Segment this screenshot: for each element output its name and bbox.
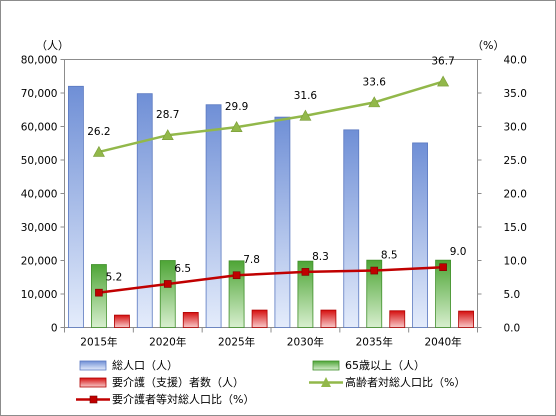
care-ratio-line xyxy=(98,265,444,294)
right-axis-unit: （%） xyxy=(472,39,504,52)
legend-swatch xyxy=(312,360,340,371)
right-tick-label: 25.0 xyxy=(504,155,527,167)
total-population-bar xyxy=(68,85,84,328)
right-axis-ticks: 0.0 5.0 10.0 15.0 20.0 25.0 30.0 35.0 40.0 xyxy=(477,55,527,335)
elderly-ratio-marker xyxy=(437,75,450,87)
right-tick-label: 5.0 xyxy=(504,289,521,301)
legend-triangle-marker xyxy=(321,377,331,387)
legend: 総人口（人） 65歳以上（人） 要介護（支援）者数（人） 高齢者対総人口比（%） 要介護… xyxy=(76,358,465,406)
legend-item-care-recipients: 要介護（支援）者数（人） xyxy=(79,375,244,389)
left-axis-ticks: 0 10,000 20,000 30,000 40,000 50,000 60,000 70,… xyxy=(21,55,65,335)
left-tick-label: 10,000 xyxy=(21,289,58,301)
care-ratio-marker xyxy=(370,266,379,275)
left-tick-label: 40,000 xyxy=(21,189,58,201)
bars-layer xyxy=(68,85,474,328)
elderly-population-bar xyxy=(366,259,383,328)
left-tick-label: 0 xyxy=(51,323,58,335)
legend-item-care-ratio: 要介護者等対総人口比（%） xyxy=(76,392,254,406)
legend-label: 総人口（人） xyxy=(112,358,178,372)
care-ratio-data-label: 6.5 xyxy=(174,263,191,275)
category-label: 2015年 xyxy=(80,336,117,349)
right-tick-label: 15.0 xyxy=(504,222,527,234)
care-recipients-bar xyxy=(182,312,199,328)
elderly-ratio-marker xyxy=(368,96,381,108)
care-ratio-marker xyxy=(163,280,172,288)
care-ratio-marker xyxy=(95,288,103,297)
left-axis-unit: （人） xyxy=(36,39,69,52)
category-label: 2025年 xyxy=(218,336,255,349)
category-labels: 2015年 2020年 2025年 2030年 2035年 2040年 xyxy=(64,327,478,349)
elderly-ratio-data-label: 28.7 xyxy=(156,109,179,121)
legend-swatch xyxy=(79,377,107,388)
elderly-ratio-marker xyxy=(299,109,312,121)
right-tick-label: 35.0 xyxy=(504,88,527,100)
elderly-ratio-data-label: 33.6 xyxy=(363,76,387,88)
elderly-population-bar xyxy=(297,260,314,328)
right-tick-label: 30.0 xyxy=(504,122,527,134)
elderly-ratio-data-label: 36.7 xyxy=(431,56,454,68)
category-label: 2030年 xyxy=(287,336,324,349)
care-ratio-data-label: 8.5 xyxy=(381,250,398,262)
right-tick-label: 0.0 xyxy=(504,323,521,335)
legend-item-total-population: 総人口（人） xyxy=(79,358,178,372)
plot-area xyxy=(64,59,478,328)
care-recipients-bar xyxy=(114,314,130,328)
total-population-bar xyxy=(343,129,360,328)
care-recipients-bar xyxy=(458,310,474,328)
elderly-population-bar xyxy=(435,259,451,328)
left-tick-label: 70,000 xyxy=(21,88,58,100)
elderly-ratio-data-label: 29.9 xyxy=(225,101,248,113)
care-ratio-data-label: 5.2 xyxy=(106,272,123,284)
care-ratio-data-label: 8.3 xyxy=(312,251,329,263)
lines-layer xyxy=(92,75,450,297)
left-tick-label: 60,000 xyxy=(21,122,58,134)
legend-label: 高齢者対総人口比（%） xyxy=(345,375,465,389)
data-labels-layer: 26.2 28.7 29.9 31.6 33.6 36.7 5.2 6.5 7.8 8.3 8.5 9… xyxy=(87,56,466,284)
elderly-population-bar xyxy=(228,260,245,328)
total-population-bar xyxy=(412,142,428,328)
category-label: 2035年 xyxy=(356,336,393,349)
right-tick-label: 40.0 xyxy=(504,55,527,67)
left-tick-label: 50,000 xyxy=(21,155,58,167)
elderly-ratio-marker xyxy=(230,121,243,132)
left-tick-label: 20,000 xyxy=(21,256,58,268)
elderly-ratio-line xyxy=(98,80,444,154)
category-label: 2020年 xyxy=(149,336,186,349)
left-tick-label: 80,000 xyxy=(21,55,58,67)
right-tick-label: 20.0 xyxy=(504,189,527,201)
category-label: 2040年 xyxy=(424,336,461,349)
left-tick-label: 30,000 xyxy=(21,222,58,234)
elderly-ratio-data-label: 26.2 xyxy=(87,126,110,138)
total-population-bar xyxy=(274,116,291,328)
right-tick-label: 10.0 xyxy=(504,256,527,268)
care-recipients-bar xyxy=(389,310,406,328)
care-ratio-data-label: 7.8 xyxy=(243,254,260,266)
care-recipients-bar xyxy=(251,309,268,328)
care-recipients-bar xyxy=(320,309,337,328)
care-ratio-data-label: 9.0 xyxy=(450,246,467,258)
legend-label: 65歳以上（人） xyxy=(345,359,425,372)
care-ratio-marker xyxy=(301,268,310,276)
elderly-population-bar xyxy=(159,260,176,328)
legend-swatch xyxy=(79,360,107,371)
elderly-ratio-marker xyxy=(161,129,174,141)
legend-item-elderly-ratio: 高齢者対総人口比（%） xyxy=(309,375,465,389)
legend-square-marker xyxy=(89,395,98,404)
total-population-bar xyxy=(205,104,222,328)
elderly-ratio-marker xyxy=(92,145,105,157)
elderly-ratio-data-label: 31.6 xyxy=(294,90,318,102)
legend-item-elderly-population: 65歳以上（人） xyxy=(312,359,425,372)
total-population-bar xyxy=(136,93,153,328)
care-ratio-marker xyxy=(232,271,241,280)
care-ratio-marker xyxy=(439,263,447,272)
legend-label: 要介護者等対総人口比（%） xyxy=(112,392,254,406)
legend-label: 要介護（支援）者数（人） xyxy=(112,375,244,389)
